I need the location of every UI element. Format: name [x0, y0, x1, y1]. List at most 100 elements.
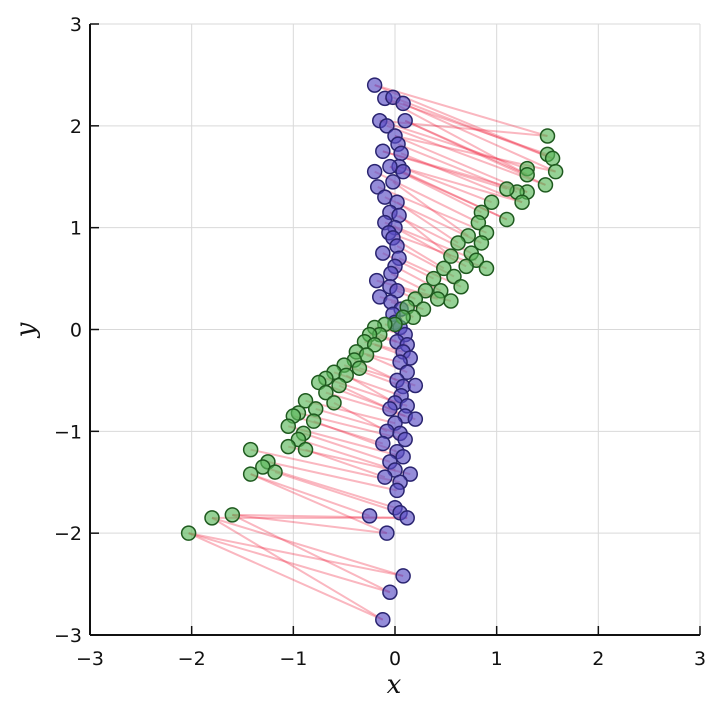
source-point: [375, 435, 391, 452]
source-point: [397, 112, 413, 129]
target-point: [443, 293, 459, 309]
source-point: [382, 158, 398, 175]
link-line: [250, 448, 401, 484]
link-line: [386, 124, 546, 186]
source-point: [375, 245, 391, 261]
link-line: [379, 119, 528, 170]
link-line: [188, 532, 404, 577]
source-point: [397, 431, 413, 448]
link-line: [305, 448, 386, 479]
y-tick-label: 0: [70, 320, 82, 342]
y-tick-label: 3: [70, 14, 82, 36]
target-point: [242, 466, 259, 482]
target-point: [318, 384, 334, 401]
target-point: [453, 278, 469, 295]
tick-labels: −3 −2 −1 0 1 2 3 −3 −2 −1 0 1 2 3: [54, 14, 706, 670]
target-point: [443, 248, 459, 264]
link-line: [404, 119, 528, 176]
target-point: [204, 510, 220, 526]
source-point: [395, 568, 411, 584]
target-point: [297, 393, 314, 409]
target-point: [470, 214, 487, 231]
target-point: [436, 260, 452, 277]
source-point: [366, 77, 383, 93]
target-point: [305, 413, 322, 429]
target-point: [297, 441, 314, 458]
target-point: [331, 377, 347, 394]
link-line: [392, 181, 469, 237]
source-point: [402, 466, 418, 482]
link-line: [211, 517, 384, 621]
source-point: [385, 174, 401, 190]
target-point: [544, 150, 561, 167]
x-tick-label: −3: [76, 648, 104, 670]
target-point: [458, 258, 474, 275]
link-line: [267, 460, 398, 492]
source-point: [395, 95, 411, 112]
source-point: [393, 145, 409, 162]
link-line: [231, 513, 391, 594]
source-point: [407, 377, 424, 394]
source-point: [377, 469, 393, 485]
source-point: [382, 584, 398, 600]
y-tick-label: −1: [54, 421, 82, 443]
link-line: [333, 401, 388, 433]
target-point: [499, 211, 515, 228]
link-line: [250, 473, 370, 517]
source-point: [366, 163, 383, 180]
target-point: [478, 260, 495, 277]
link-line: [232, 513, 408, 519]
source-point: [395, 163, 411, 180]
source-point: [368, 272, 385, 289]
target-point: [280, 418, 296, 434]
x-tick-label: −1: [279, 648, 307, 670]
y-axis-title: y: [11, 322, 41, 338]
target-point: [366, 337, 383, 353]
target-point: [180, 525, 197, 541]
source-point: [407, 411, 424, 427]
x-tick-label: 1: [491, 648, 503, 670]
target-point: [450, 235, 466, 251]
link-line: [384, 97, 548, 156]
target-point: [539, 128, 556, 144]
target-point: [224, 507, 241, 523]
y-tick-label: 1: [70, 218, 82, 240]
source-point: [375, 143, 391, 160]
x-tick-label: 2: [592, 648, 604, 670]
source-point: [379, 118, 395, 134]
link-line: [382, 252, 435, 280]
source-point: [389, 482, 405, 499]
target-point: [415, 301, 432, 317]
link-line: [374, 84, 548, 137]
x-tick-label: −2: [178, 648, 206, 670]
target-point: [514, 194, 530, 210]
target-point: [483, 194, 500, 210]
target-point: [417, 283, 434, 299]
link-line: [396, 201, 459, 244]
target-point: [429, 291, 446, 307]
link-line: [397, 143, 518, 193]
y-tick-label: −2: [54, 523, 82, 545]
y-tick-label: −3: [54, 625, 82, 647]
link-line: [384, 97, 528, 176]
link-line: [211, 516, 404, 577]
x-tick-label: 3: [694, 648, 706, 670]
link-line: [303, 432, 391, 463]
target-point: [351, 360, 368, 376]
link-line: [402, 170, 508, 221]
target-point: [519, 166, 535, 183]
link-line: [398, 165, 523, 204]
source-point: [399, 510, 415, 526]
x-axis-title: x: [387, 670, 402, 700]
source-point: [379, 525, 395, 541]
link-line: [232, 513, 387, 535]
target-point: [499, 181, 515, 197]
link-line: [274, 471, 401, 514]
link-line: [398, 214, 452, 257]
target-point: [242, 441, 259, 458]
target-point: [280, 438, 296, 455]
link-line: [392, 96, 553, 160]
target-point: [537, 177, 554, 193]
